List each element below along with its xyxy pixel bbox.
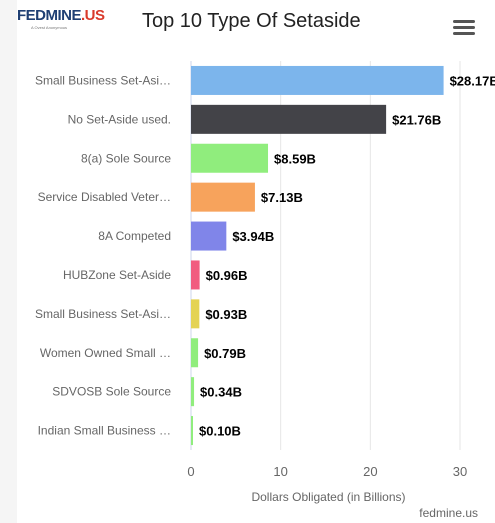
x-tick-label-0: 0 xyxy=(187,464,194,479)
category-label-9: Indian Small Business … xyxy=(38,424,171,438)
x-tick-label-3: 30 xyxy=(453,464,467,479)
bar-6 xyxy=(191,299,200,329)
bar-7 xyxy=(191,338,199,368)
data-label-4: $3.94B xyxy=(232,229,274,244)
bar-1 xyxy=(191,104,387,134)
data-label-2: $8.59B xyxy=(274,151,316,166)
data-label-6: $0.93B xyxy=(205,307,247,322)
category-label-6: Small Business Set-Asi… xyxy=(35,307,171,321)
category-label-2: 8(a) Sole Source xyxy=(81,151,171,165)
category-label-4: 8A Competed xyxy=(98,229,171,243)
logo-tagline: A Ovest Anonymous xyxy=(31,25,68,30)
x-tick-label-2: 20 xyxy=(363,464,377,479)
bar-4 xyxy=(191,221,227,251)
footer-credit: fedmine.us xyxy=(419,506,478,520)
bar-9 xyxy=(191,416,193,446)
bar-5 xyxy=(191,260,200,290)
x-tick-label-1: 10 xyxy=(273,464,287,479)
chart-title: Top 10 Type Of Setaside xyxy=(142,10,361,32)
bar-2 xyxy=(191,143,269,173)
category-label-3: Service Disabled Veter… xyxy=(38,190,171,204)
category-label-5: HUBZone Set-Aside xyxy=(63,268,171,282)
hamburger-menu-icon[interactable] xyxy=(453,18,475,38)
data-label-9: $0.10B xyxy=(199,424,241,439)
category-label-0: Small Business Set-Asi… xyxy=(35,73,171,87)
category-label-7: Women Owned Small … xyxy=(40,346,171,360)
chart-card: FEDMINE.US A Ovest Anonymous Top 10 Type… xyxy=(17,0,495,523)
category-label-8: SDVOSB Sole Source xyxy=(52,385,171,399)
x-axis-title: Dollars Obligated (in Billions) xyxy=(251,490,405,504)
data-label-0: $28.17B xyxy=(450,73,495,88)
fedmine-logo: FEDMINE.US A Ovest Anonymous xyxy=(17,4,117,34)
data-label-5: $0.96B xyxy=(206,268,248,283)
bar-chart: 0 10 20 30 Small Business Set-Asi… $28.17B No … xyxy=(35,61,495,504)
data-label-1: $21.76B xyxy=(392,112,441,127)
bar-3 xyxy=(191,182,255,212)
data-label-8: $0.34B xyxy=(200,385,242,400)
category-label-1: No Set-Aside used. xyxy=(68,112,171,126)
logo-text: FEDMINE.US xyxy=(17,7,105,24)
bar-8 xyxy=(191,377,195,407)
data-label-3: $7.13B xyxy=(261,190,303,205)
data-label-7: $0.79B xyxy=(204,346,246,361)
bar-0 xyxy=(191,65,444,95)
